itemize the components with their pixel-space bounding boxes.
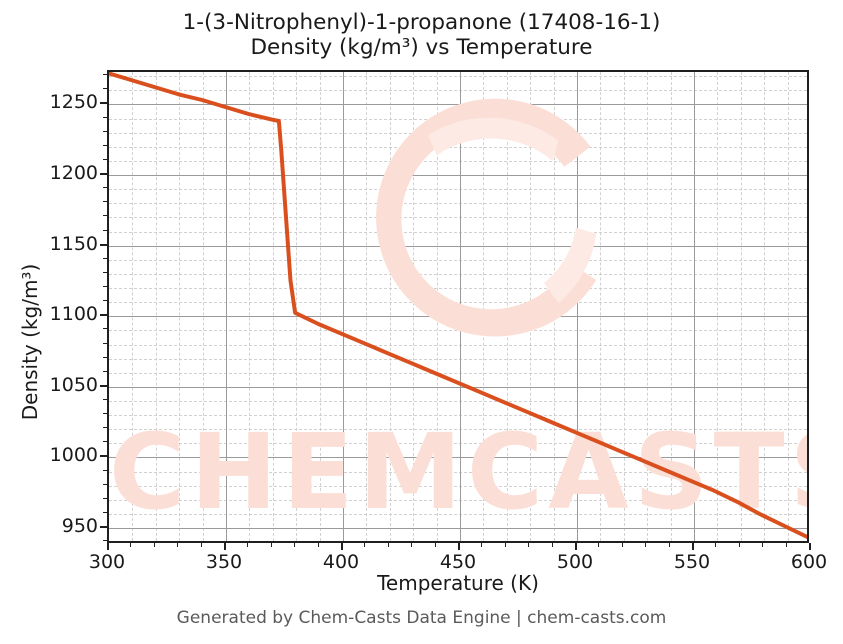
y-axis-title-wrap: Density (kg/m³) bbox=[0, 70, 42, 543]
x-tick-minor bbox=[270, 543, 272, 547]
y-tick-minor bbox=[103, 88, 107, 90]
x-tick-minor bbox=[528, 543, 530, 547]
x-tick-label: 500 bbox=[556, 551, 594, 573]
y-tick-label: 1250 bbox=[49, 91, 98, 114]
y-tick-minor bbox=[103, 74, 107, 76]
y-tick-marks bbox=[100, 70, 809, 543]
y-tick-minor bbox=[103, 413, 107, 415]
y-tick-minor bbox=[103, 370, 107, 372]
x-tick-marks bbox=[107, 543, 811, 553]
chart-title: 1-(3-Nitrophenyl)-1-propanone (17408-16-… bbox=[0, 10, 843, 61]
y-axis-title: Density (kg/m³) bbox=[18, 263, 42, 421]
footer-credit: Generated by Chem-Casts Data Engine | ch… bbox=[176, 608, 667, 628]
x-tick-minor bbox=[177, 543, 179, 547]
y-tick-minor bbox=[103, 229, 107, 231]
y-tick-minor bbox=[103, 511, 107, 513]
y-tick-minor bbox=[103, 441, 107, 443]
x-tick-minor bbox=[762, 543, 764, 547]
x-tick-minor bbox=[247, 543, 249, 547]
chart-title-line-2: Density (kg/m³) vs Temperature bbox=[250, 35, 593, 61]
y-tick-major bbox=[100, 455, 107, 458]
y-tick-label: 1150 bbox=[49, 232, 98, 255]
x-tick-major bbox=[341, 543, 343, 550]
x-tick-minor bbox=[434, 543, 436, 547]
x-tick-minor bbox=[153, 543, 155, 547]
x-tick-minor bbox=[294, 543, 296, 547]
x-tick-minor bbox=[364, 543, 366, 547]
y-tick-minor bbox=[103, 158, 107, 160]
x-tick-minor bbox=[785, 543, 787, 547]
y-tick-minor bbox=[103, 130, 107, 132]
y-tick-label: 1100 bbox=[49, 303, 98, 326]
y-tick-minor bbox=[103, 328, 107, 330]
x-tick-label: 550 bbox=[673, 551, 711, 573]
x-tick-major bbox=[224, 543, 226, 550]
y-tick-major bbox=[100, 243, 107, 246]
x-tick-labels: 300 350 400 450 500 550 600 bbox=[89, 551, 827, 577]
x-tick-major bbox=[575, 543, 577, 550]
x-tick-minor bbox=[200, 543, 202, 547]
y-tick-minor bbox=[103, 215, 107, 217]
x-tick-label: 450 bbox=[439, 551, 477, 573]
x-tick-minor bbox=[130, 543, 132, 547]
y-tick-minor bbox=[103, 342, 107, 344]
y-tick-minor bbox=[103, 469, 107, 471]
y-tick-label: 1050 bbox=[49, 373, 98, 396]
x-axis-title: Temperature (K) bbox=[377, 571, 539, 595]
y-tick-minor bbox=[103, 271, 107, 273]
y-tick-minor bbox=[103, 483, 107, 485]
x-tick-minor bbox=[551, 543, 553, 547]
x-tick-minor bbox=[598, 543, 600, 547]
x-tick-major bbox=[107, 543, 109, 550]
x-tick-label: 600 bbox=[790, 551, 828, 573]
x-tick-major bbox=[458, 543, 460, 550]
y-tick-major bbox=[100, 102, 107, 105]
x-tick-minor bbox=[411, 543, 413, 547]
y-tick-label: 1200 bbox=[49, 162, 98, 185]
x-tick-minor bbox=[387, 543, 389, 547]
y-tick-minor bbox=[103, 116, 107, 118]
y-tick-major bbox=[100, 314, 107, 317]
y-tick-labels: 950 1000 1050 1100 1150 1200 1250 bbox=[0, 70, 98, 543]
x-tick-major bbox=[809, 543, 811, 550]
x-tick-minor bbox=[645, 543, 647, 547]
y-tick-minor bbox=[103, 540, 107, 542]
x-tick-minor bbox=[668, 543, 670, 547]
y-tick-minor bbox=[103, 427, 107, 429]
y-tick-major bbox=[100, 384, 107, 387]
chart-title-line-1: 1-(3-Nitrophenyl)-1-propanone (17408-16-… bbox=[182, 10, 661, 35]
y-tick-minor bbox=[103, 356, 107, 358]
x-tick-minor bbox=[481, 543, 483, 547]
x-tick-minor bbox=[715, 543, 717, 547]
y-tick-major bbox=[100, 173, 107, 176]
x-tick-label: 400 bbox=[322, 551, 360, 573]
y-tick-minor bbox=[103, 201, 107, 203]
y-tick-minor bbox=[103, 187, 107, 189]
y-tick-minor bbox=[103, 398, 107, 400]
x-tick-minor bbox=[317, 543, 319, 547]
x-tick-minor bbox=[738, 543, 740, 547]
y-tick-minor bbox=[103, 144, 107, 146]
x-tick-minor bbox=[621, 543, 623, 547]
y-tick-minor bbox=[103, 257, 107, 259]
y-tick-minor bbox=[103, 286, 107, 288]
y-tick-major bbox=[100, 526, 107, 529]
x-tick-minor bbox=[504, 543, 506, 547]
y-tick-label: 950 bbox=[61, 515, 98, 538]
y-tick-minor bbox=[103, 497, 107, 499]
x-tick-label: 300 bbox=[88, 551, 126, 573]
y-tick-label: 1000 bbox=[49, 444, 98, 467]
x-tick-major bbox=[692, 543, 694, 550]
x-tick-label: 350 bbox=[205, 551, 243, 573]
y-tick-minor bbox=[103, 300, 107, 302]
